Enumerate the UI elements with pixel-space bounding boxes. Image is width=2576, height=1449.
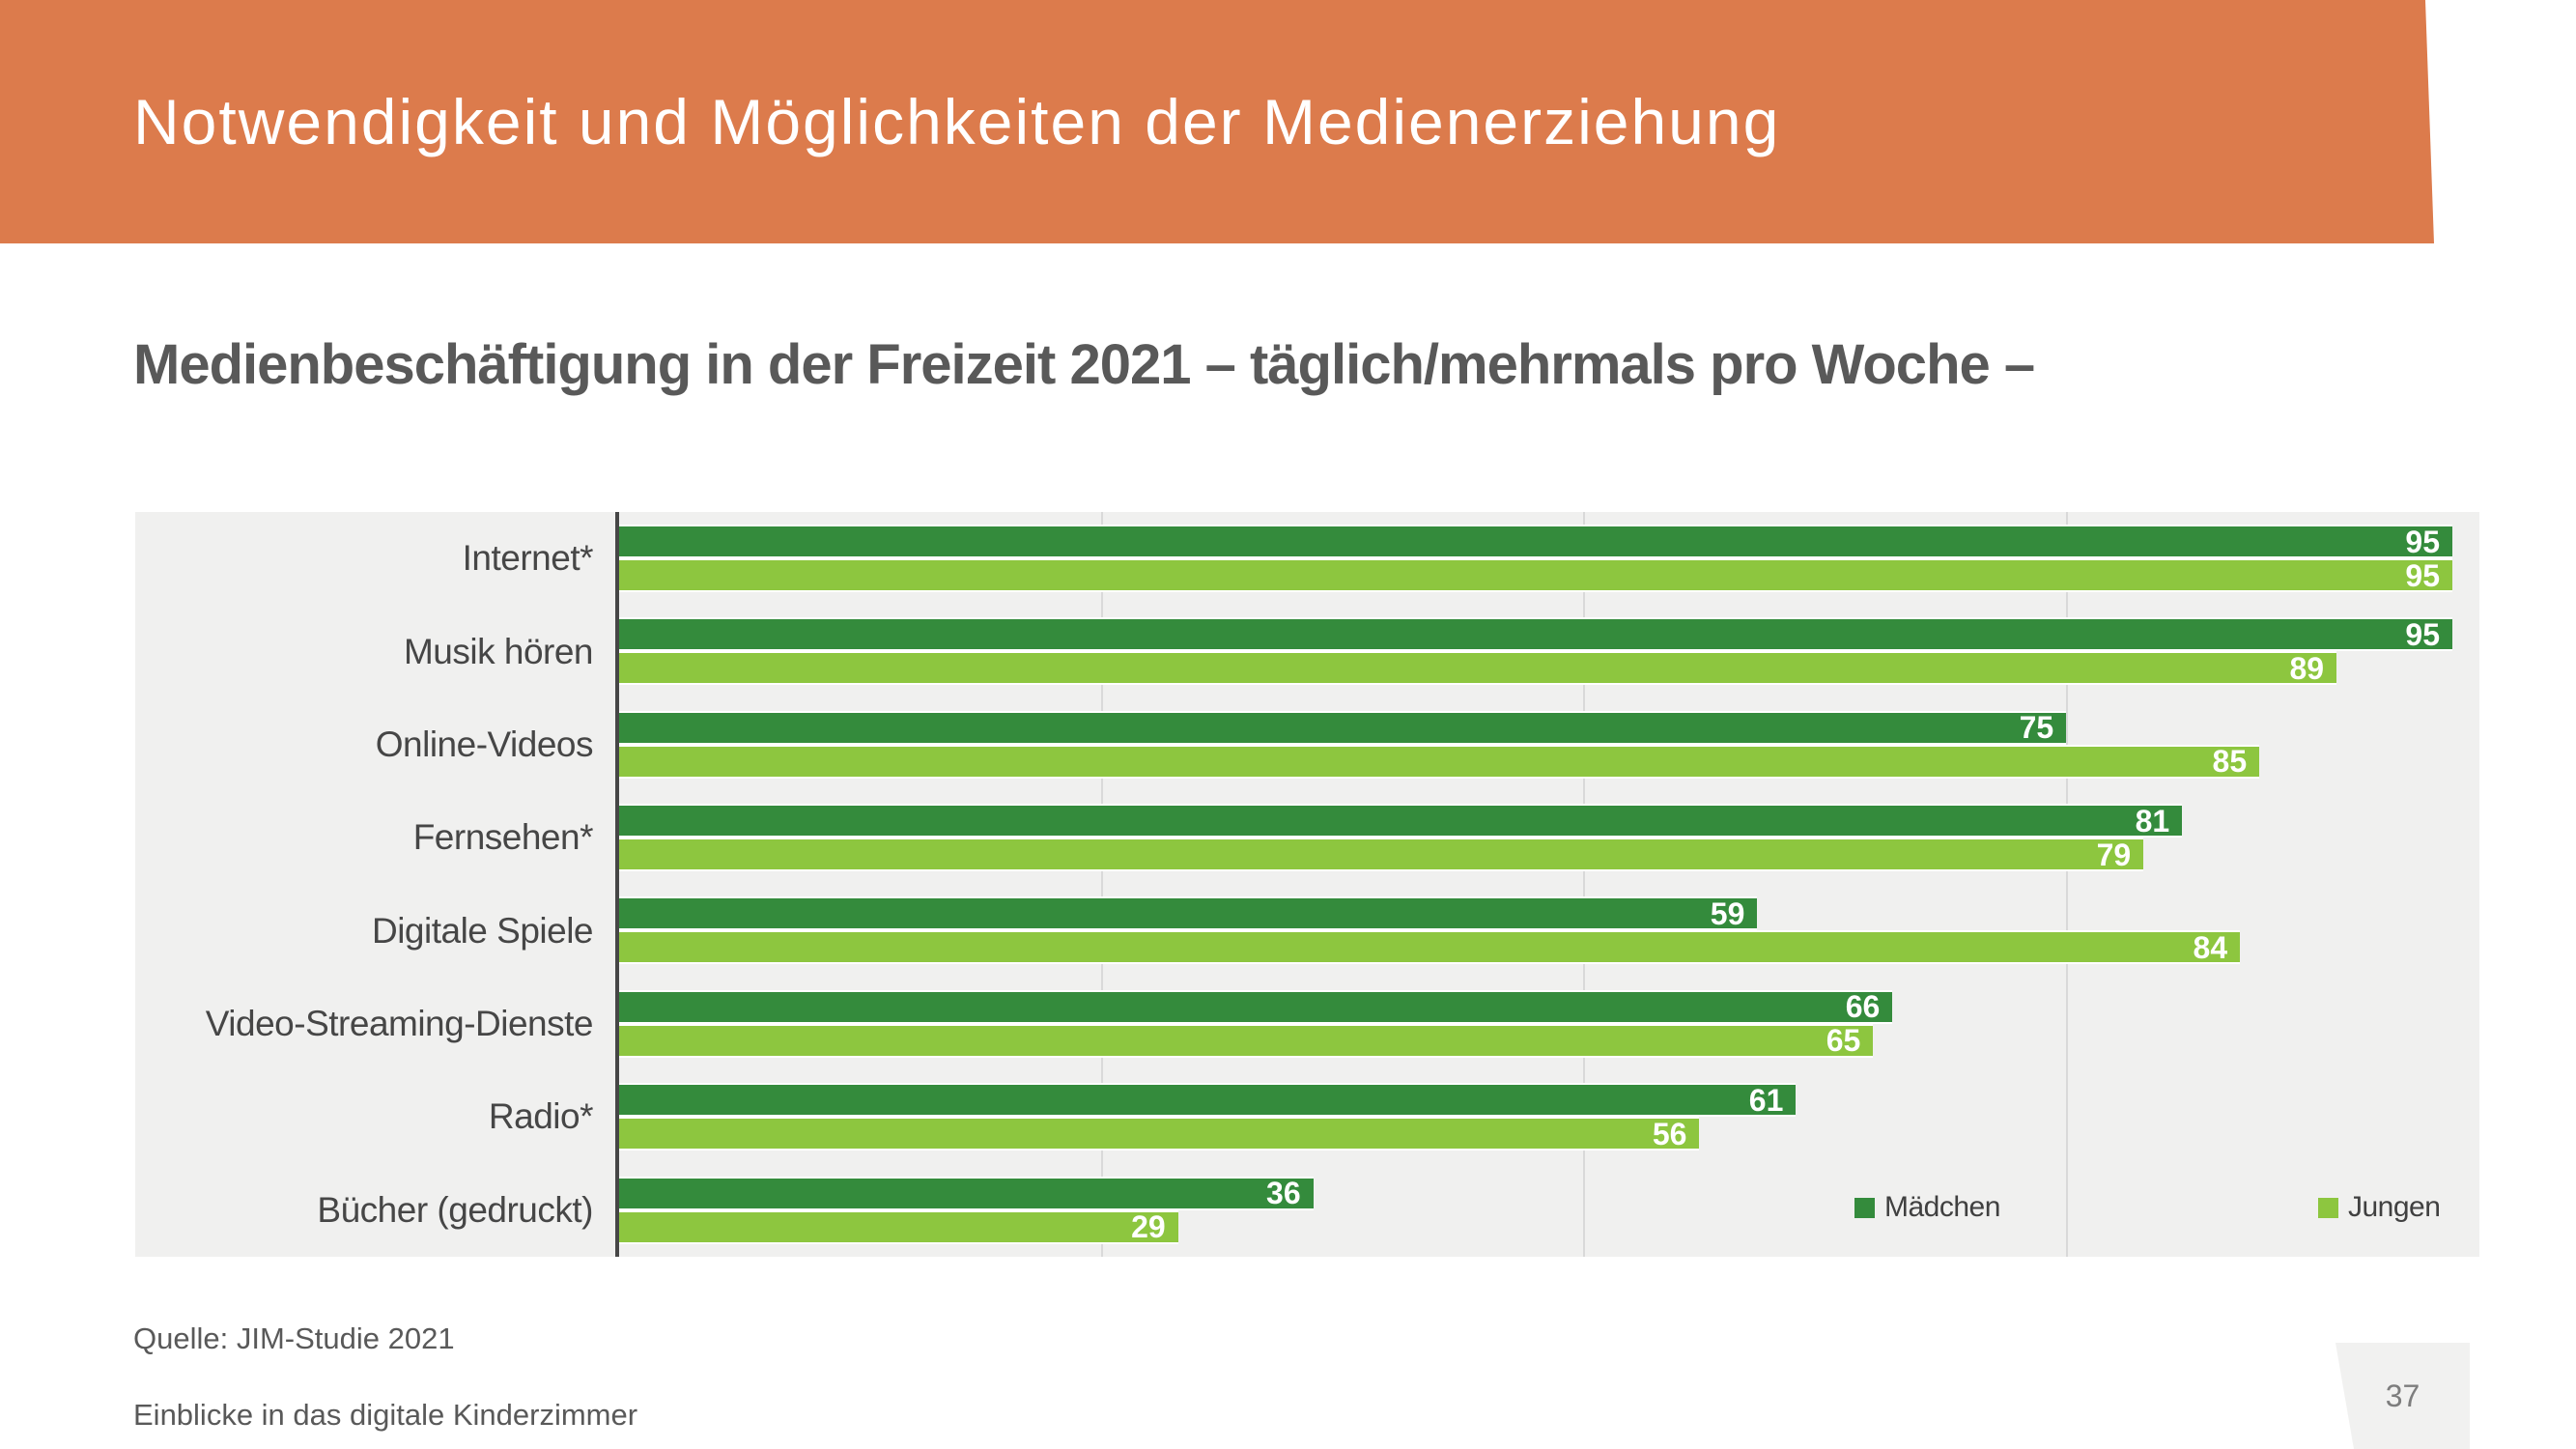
value-label: 79 [2096, 837, 2132, 872]
value-label: 85 [2212, 744, 2248, 780]
bar-group: 95 89 [618, 605, 2479, 697]
bar-group: 75 85 [618, 698, 2479, 791]
value-label: 61 [1748, 1082, 1784, 1118]
bar-mdchen: 66 [618, 989, 1893, 1025]
value-label: 75 [2019, 710, 2054, 746]
source-note: Quelle: JIM-Studie 2021 [133, 1321, 455, 1355]
bar-jungen: 79 [618, 837, 2144, 872]
deck-footer: Einblicke in das digitale Kinderzimmer [133, 1398, 638, 1432]
bar-group: 59 84 [618, 884, 2479, 977]
bar-group: 66 65 [618, 978, 2479, 1070]
bar-jungen: 85 [618, 744, 2260, 780]
category-axis-line [615, 512, 619, 1257]
bar-row: Bücher (gedruckt) 36 29 [135, 1164, 2479, 1257]
value-label: 56 [1652, 1116, 1687, 1151]
value-label: 89 [2289, 650, 2325, 686]
bar-row: Musik hören 95 89 [135, 605, 2479, 697]
value-label: 29 [1131, 1209, 1166, 1245]
bar-jungen: 89 [618, 650, 2337, 686]
bar-mdchen: 95 [618, 525, 2452, 558]
bar-group: 81 79 [618, 791, 2479, 884]
plot-area: Mädchen Jungen [618, 512, 2479, 1257]
value-label: 81 [2135, 803, 2170, 838]
category-label: Video-Streaming-Dienste [205, 1003, 594, 1043]
bar-mdchen: 95 [618, 616, 2452, 652]
bar-row: Online-Videos 75 85 [135, 698, 2479, 791]
legend-label-maedchen: Mädchen [1884, 1191, 2000, 1223]
value-label: 59 [1710, 895, 1745, 931]
value-label: 84 [2193, 929, 2228, 965]
gridline-50 [1583, 512, 1586, 1257]
value-label: 65 [1826, 1023, 1861, 1059]
bar-mdchen: 59 [618, 895, 1758, 931]
bar-mdchen: 36 [618, 1176, 1314, 1211]
category-label: Musik hören [403, 631, 594, 671]
bar-jungen: 95 [618, 558, 2452, 592]
bar-mdchen: 75 [618, 710, 2067, 746]
legend-item-maedchen: Mädchen [1854, 1191, 2000, 1224]
bar-mdchen: 81 [618, 803, 2183, 838]
gridline-25 [1100, 512, 1103, 1257]
category-label: Digitale Spiele [371, 910, 594, 951]
bar-group: 36 29 [618, 1164, 2479, 1257]
legend-swatch-maedchen [1854, 1197, 1875, 1218]
bar-jungen: 65 [618, 1023, 1874, 1059]
page-number: 37 [2385, 1378, 2420, 1413]
gridline-75 [2066, 512, 2069, 1257]
bar-jungen: 84 [618, 929, 2241, 965]
legend-swatch-jungen [2318, 1197, 2338, 1218]
bar-row: Digitale Spiele 59 84 [135, 884, 2479, 977]
value-label: 95 [2405, 524, 2440, 559]
legend-item-jungen: Jungen [2318, 1191, 2441, 1224]
bar-jungen: 56 [618, 1116, 1700, 1151]
bar-group: 95 95 [618, 512, 2479, 605]
category-label: Online-Videos [375, 724, 594, 764]
bar-row: Video-Streaming-Dienste 66 65 [135, 978, 2479, 1070]
slide-title: Notwendigkeit und Möglichkeiten der Medi… [133, 86, 1781, 157]
value-label: 36 [1266, 1176, 1301, 1211]
category-label: Internet* [462, 538, 594, 579]
bar-group: 61 56 [618, 1070, 2479, 1163]
bar-row: Fernsehen* 81 79 [135, 791, 2479, 884]
bar-row: Radio* 61 56 [135, 1070, 2479, 1163]
chart-rows: Internet* 95 95 Musik hören 95 89 Online-Video… [135, 512, 2479, 1257]
chart-title: Medienbeschäftigung in der Freizeit 2021… [133, 333, 2035, 396]
category-label: Fernsehen* [412, 817, 594, 858]
header-banner: Notwendigkeit und Möglichkeiten der Medi… [0, 0, 2434, 243]
value-label: 66 [1845, 989, 1881, 1025]
bar-mdchen: 61 [618, 1082, 1797, 1118]
page-number-box: 37 [2335, 1343, 2470, 1449]
value-label: 95 [2405, 557, 2440, 593]
category-label: Radio* [488, 1096, 594, 1137]
bar-jungen: 29 [618, 1209, 1178, 1245]
bar-row: Internet* 95 95 [135, 512, 2479, 605]
legend-label-jungen: Jungen [2348, 1191, 2441, 1223]
bar-chart: Mädchen Jungen Internet* 95 95 Musik hören 9… [135, 512, 2479, 1257]
category-label: Bücher (gedruckt) [317, 1189, 593, 1230]
value-label: 95 [2405, 616, 2440, 652]
